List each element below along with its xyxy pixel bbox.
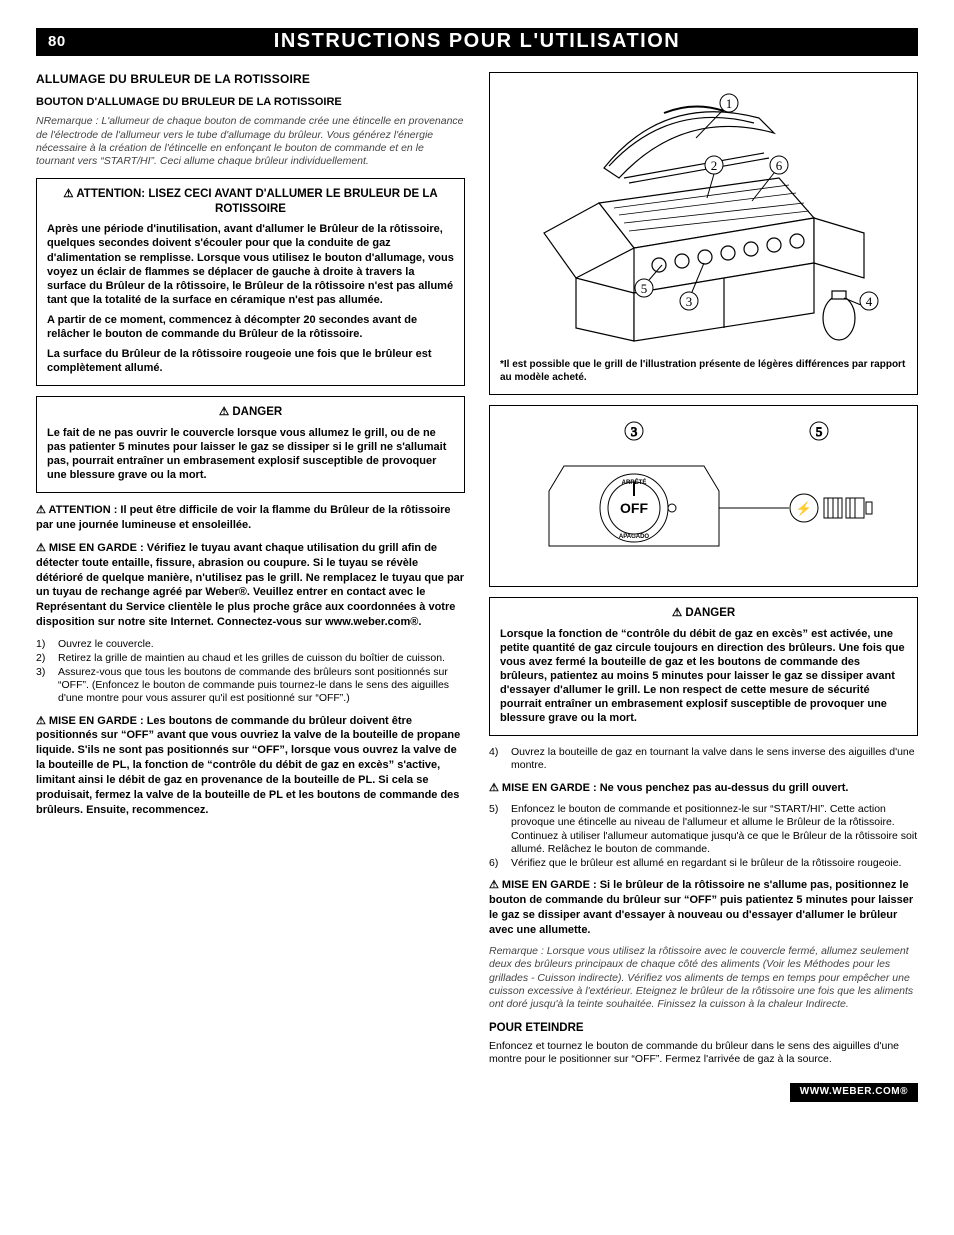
svg-text:OFF: OFF: [620, 500, 648, 516]
list-item: 6)Vérifiez que le brûleur est allumé en …: [489, 857, 918, 870]
figure-dial: 3 5 ARRÊTÉ OFF APAGADO: [489, 405, 918, 587]
svg-text:4: 4: [865, 294, 872, 309]
svg-text:3: 3: [630, 424, 637, 439]
steps-list-c: 5)Enfoncez le bouton de commande et posi…: [489, 803, 918, 870]
list-item: 3)Assurez-vous que tous les boutons de c…: [36, 666, 465, 705]
attention-p3: La surface du Brûleur de la rôtissoire r…: [47, 347, 454, 375]
warn-attention: ⚠ ATTENTION : Il peut être difficile de …: [36, 503, 465, 533]
pour-heading: POUR ETEINDRE: [489, 1021, 918, 1036]
svg-text:ARRÊTÉ: ARRÊTÉ: [621, 478, 646, 486]
warn-mise4: ⚠ MISE EN GARDE : Si le brûleur de la rô…: [489, 878, 918, 937]
steps-list-b: 4)Ouvrez la bouteille de gaz en tournant…: [489, 746, 918, 772]
figure-grill: 1 2 6 3 4 5 *Il est possible que le gril…: [489, 72, 918, 395]
danger-box-left: ⚠ DANGER Le fait de ne pas ouvrir le cou…: [36, 396, 465, 493]
right-column: 1 2 6 3 4 5 *Il est possible que le gril…: [489, 72, 918, 1067]
svg-text:1: 1: [725, 96, 732, 111]
footer: WWW.WEBER.COM®: [36, 1083, 918, 1102]
danger-box-left-title: ⚠ DANGER: [47, 405, 454, 420]
list-item: 2)Retirez la grille de maintien au chaud…: [36, 652, 465, 665]
attention-box: ⚠ ATTENTION: LISEZ CECI AVANT D'ALLUMER …: [36, 178, 465, 386]
attention-box-title: ⚠ ATTENTION: LISEZ CECI AVANT D'ALLUMER …: [47, 187, 454, 216]
danger-box-right-title: ⚠ DANGER: [500, 606, 907, 621]
warn-mise3: ⚠ MISE EN GARDE : Ne vous penchez pas au…: [489, 781, 918, 796]
danger-left-p1: Le fait de ne pas ouvrir le couvercle lo…: [47, 426, 454, 482]
danger-box-right: ⚠ DANGER Lorsque la fonction de “contrôl…: [489, 597, 918, 736]
steps-list-a: 1)Ouvrez le couvercle. 2)Retirez la gril…: [36, 638, 465, 706]
svg-text:APAGADO: APAGADO: [618, 534, 649, 540]
remark2: Remarque : Lorsque vous utilisez la rôti…: [489, 945, 918, 1011]
svg-text:5: 5: [815, 424, 822, 439]
list-item: 5)Enfoncez le bouton de commande et posi…: [489, 803, 918, 856]
list-item: 4)Ouvrez la bouteille de gaz en tournant…: [489, 746, 918, 772]
left-column: ALLUMAGE DU BRULEUR DE LA ROTISSOIRE BOU…: [36, 72, 465, 1067]
sub-heading: BOUTON D'ALLUMAGE DU BRULEUR DE LA ROTIS…: [36, 95, 465, 109]
svg-text:⚡: ⚡: [795, 501, 811, 517]
two-column-layout: ALLUMAGE DU BRULEUR DE LA ROTISSOIRE BOU…: [36, 72, 918, 1067]
page-title: INSTRUCTIONS POUR L'UTILISATION: [36, 29, 918, 55]
danger-right-p1: Lorsque la fonction de “contrôle du débi…: [500, 627, 907, 726]
remark-note: NRemarque : L'allumeur de chaque bouton …: [36, 115, 465, 168]
dial-illustration: 3 5 ARRÊTÉ OFF APAGADO: [514, 416, 894, 576]
figure-note: *Il est possible que le grill de l'illus…: [500, 359, 907, 384]
warn-mise2: ⚠ MISE EN GARDE : Les boutons de command…: [36, 714, 465, 818]
svg-text:3: 3: [685, 294, 692, 309]
title-bar: 80 INSTRUCTIONS POUR L'UTILISATION: [36, 28, 918, 56]
svg-text:2: 2: [710, 158, 717, 173]
footer-site: WWW.WEBER.COM®: [790, 1083, 918, 1102]
section-heading: ALLUMAGE DU BRULEUR DE LA ROTISSOIRE: [36, 72, 465, 87]
svg-text:5: 5: [640, 281, 647, 296]
grill-illustration: 1 2 6 3 4 5: [514, 83, 894, 353]
attention-p1: Après une période d'inutilisation, avant…: [47, 222, 454, 306]
attention-p2: A partir de ce moment, commencez à décom…: [47, 313, 454, 341]
svg-text:6: 6: [775, 158, 782, 173]
warn-mise1: ⚠ MISE EN GARDE : Vérifiez le tuyau avan…: [36, 541, 465, 630]
list-item: 1)Ouvrez le couvercle.: [36, 638, 465, 651]
warn-attention-text: ⚠ ATTENTION : Il peut être difficile de …: [36, 503, 465, 533]
pour-body: Enfoncez et tournez le bouton de command…: [489, 1040, 918, 1067]
